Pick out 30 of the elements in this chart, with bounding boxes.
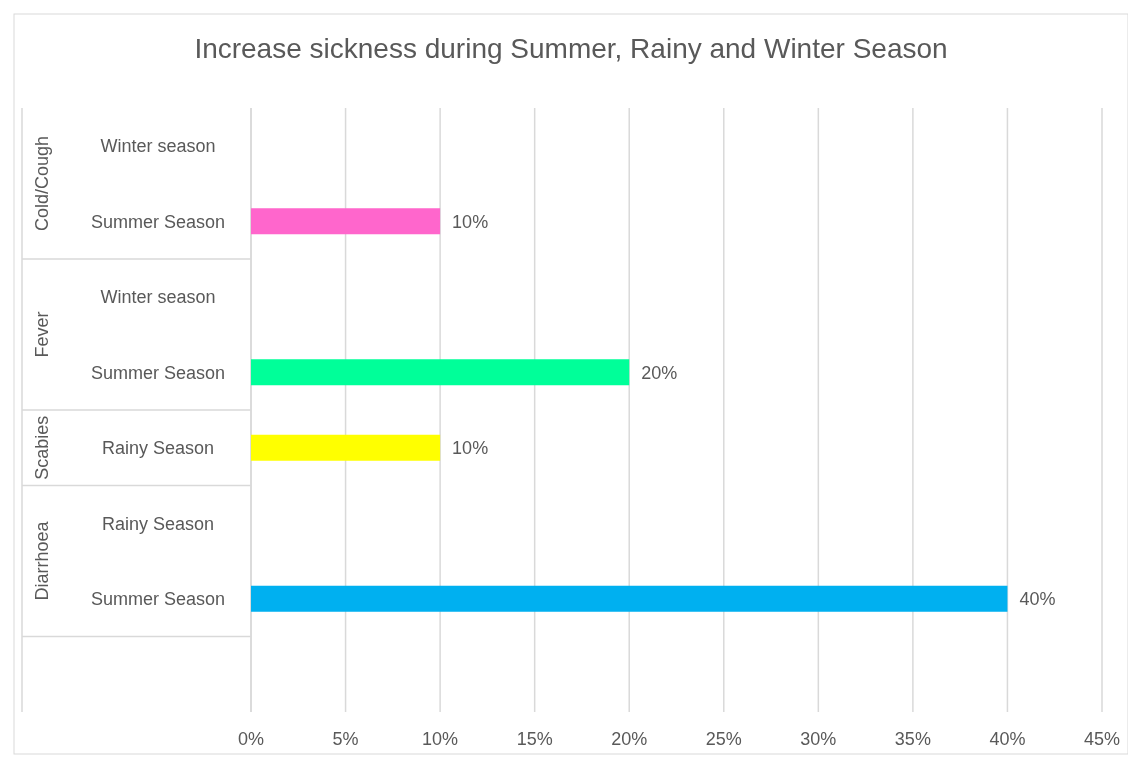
text: Diarrhoea — [32, 520, 53, 601]
y-tick-label: Rainy Season — [101, 513, 215, 534]
text: Fever — [32, 311, 53, 358]
text: Scabies — [32, 415, 53, 480]
y-tick-label: Winter season — [100, 287, 216, 308]
y-tick-label: Summer Season — [90, 362, 226, 383]
x-tick-label: 15% — [516, 729, 553, 749]
bar — [251, 208, 441, 235]
x-tick-label: 10% — [422, 729, 459, 749]
y-tick-label: Rainy Season — [101, 438, 215, 459]
bar — [251, 359, 630, 386]
data-label: 10% — [452, 438, 489, 459]
x-tick-label: 20% — [611, 729, 648, 749]
y-tick-label: Winter season — [100, 136, 216, 157]
data-label: 10% — [452, 211, 489, 232]
y-tick-label: Summer Season — [90, 211, 226, 232]
x-tick-label: 30% — [800, 729, 837, 749]
y-tick-label: Summer Season — [90, 589, 226, 610]
x-tick-label: 45% — [1083, 729, 1121, 749]
x-tick-label: 25% — [705, 729, 742, 749]
x-tick-label: 5% — [332, 729, 359, 749]
x-tick-label: 0% — [237, 729, 265, 749]
x-tick-label: 35% — [894, 729, 931, 749]
data-label: 40% — [1019, 589, 1056, 610]
bar — [251, 585, 1008, 612]
data-label: 20% — [641, 362, 678, 383]
x-tick-label: 40% — [989, 729, 1026, 749]
chart-title: Increase sickness during Summer, Rainy and Winter Season — [194, 33, 948, 64]
text: Cold/Cough — [32, 135, 53, 232]
bar — [251, 434, 441, 461]
